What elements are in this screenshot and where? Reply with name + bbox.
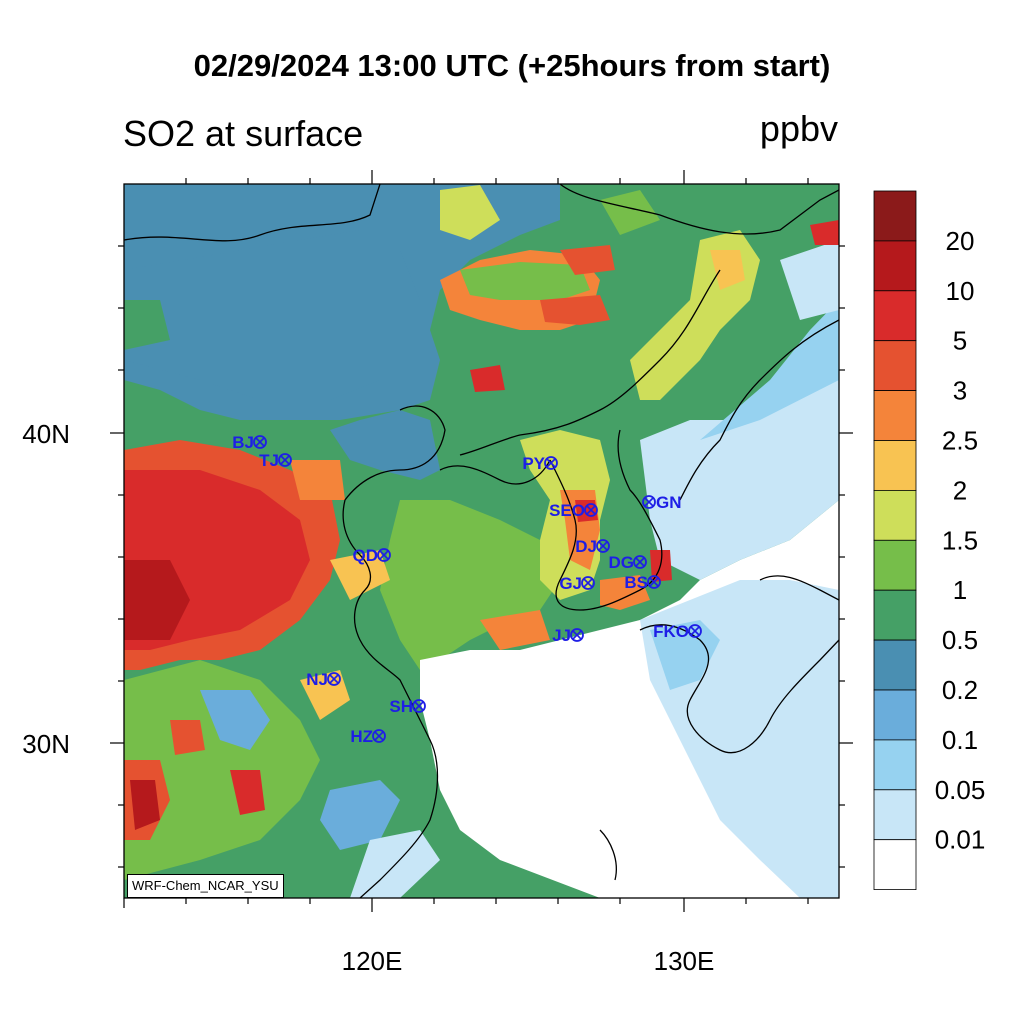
city-label: NJ <box>306 670 328 689</box>
lon-label-130e: 130E <box>654 946 715 976</box>
city-markers: BJ TJ PY SEO GN QD DJ DG GJ BS JJ FKO NJ SH HZ <box>232 433 702 746</box>
colorbar-swatch <box>873 789 917 841</box>
colorbar-swatch <box>873 539 917 591</box>
city-marker-nj: NJ <box>306 670 341 689</box>
colorbar-level-label: 1 <box>953 575 967 605</box>
city-label: SH <box>389 697 413 716</box>
lat-label-40n: 40N <box>22 419 70 449</box>
units-title: ppbv <box>759 108 838 149</box>
city-marker-jj: JJ <box>552 626 584 645</box>
model-credit-label: WRF-Chem_NCAR_YSU <box>127 874 284 898</box>
colorbar-swatch <box>873 340 917 392</box>
colorbar-swatch <box>873 489 917 541</box>
colorbar-level-label: 10 <box>946 276 975 306</box>
colorbar-swatch <box>873 639 917 691</box>
colorbar-level-label: 2 <box>953 475 967 505</box>
colorbar-level-label: 2.5 <box>942 426 978 456</box>
city-label: DJ <box>575 537 597 556</box>
city-marker-gn: GN <box>642 493 682 512</box>
plot-title: 02/29/2024 13:00 UTC (+25hours from star… <box>193 48 831 83</box>
city-marker-dj: DJ <box>575 537 610 556</box>
city-label: QD <box>353 546 379 565</box>
city-marker-bj: BJ <box>232 433 267 452</box>
city-label: FKO <box>653 622 689 641</box>
city-marker-qd: QD <box>353 546 391 565</box>
city-label: BS <box>624 573 648 592</box>
city-label: GN <box>656 493 682 512</box>
city-label: JJ <box>552 626 571 645</box>
colorbar-level-label: 1.5 <box>942 525 978 555</box>
colorbar-level-label: 0.5 <box>942 625 978 655</box>
city-label: HZ <box>350 727 373 746</box>
city-marker-tj: TJ <box>259 451 292 470</box>
colorbar-swatch <box>873 440 917 491</box>
colorbar-swatch <box>873 689 917 741</box>
colorbar-swatch <box>873 290 917 342</box>
city-marker-gj: GJ <box>559 574 595 593</box>
city-marker-dg: DG <box>609 553 647 572</box>
coastlines <box>124 184 839 898</box>
city-marker-sh: SH <box>389 697 426 716</box>
colorbar-level-label: 0.01 <box>935 825 986 855</box>
colorbar-swatch <box>873 589 917 641</box>
lat-label-30n: 30N <box>22 729 70 759</box>
city-marker-bs: BS <box>624 573 661 592</box>
city-marker-hz: HZ <box>350 727 386 746</box>
colorbar-level-label: 0.05 <box>935 775 986 805</box>
colorbar-swatch <box>873 240 917 292</box>
colorbar-swatch <box>873 190 917 242</box>
city-label: DG <box>609 553 635 572</box>
colorbar-level-label: 0.2 <box>942 675 978 705</box>
city-label: BJ <box>232 433 254 452</box>
city-label: GJ <box>559 574 582 593</box>
colorbar-swatch <box>873 739 917 791</box>
city-marker-fko: FKO <box>653 622 702 641</box>
colorbar-swatch <box>873 390 917 441</box>
colorbar-level-label: 20 <box>946 226 975 256</box>
colorbar-level-label: 0.1 <box>942 725 978 755</box>
so2-field <box>124 184 839 898</box>
city-label: SEO <box>549 501 585 520</box>
colorbar: 20 10 5 3 2.5 2 1.5 1 0.5 0.2 0.1 0.05 0.01 <box>873 190 986 891</box>
city-label: TJ <box>259 451 279 470</box>
city-marker-seo: SEO <box>549 501 598 520</box>
colorbar-level-label: 3 <box>953 376 967 406</box>
lon-label-120e: 120E <box>342 946 403 976</box>
variable-title: SO2 at surface <box>123 113 364 154</box>
colorbar-level-label: 5 <box>953 326 967 356</box>
city-marker-py: PY <box>522 454 558 473</box>
colorbar-swatch <box>873 839 917 891</box>
map-frame <box>110 170 853 912</box>
city-label: PY <box>522 454 545 473</box>
